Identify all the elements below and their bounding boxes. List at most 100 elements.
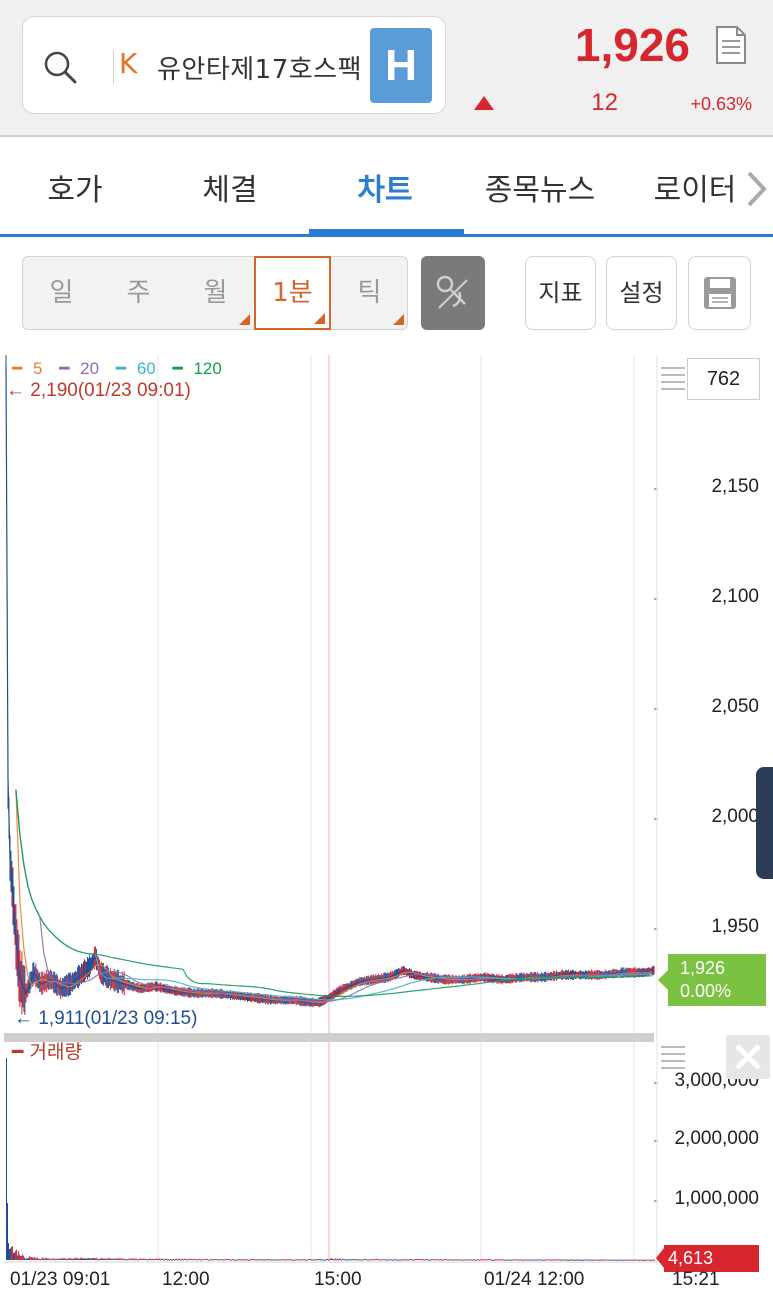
search-icon[interactable] xyxy=(43,50,77,84)
volume-bar xyxy=(443,1259,445,1261)
volume-bar xyxy=(126,1259,128,1261)
tab-orderbook[interactable]: 호가 xyxy=(47,173,103,208)
volume-bar xyxy=(151,1259,153,1261)
h-badge-button[interactable]: H xyxy=(370,28,432,103)
volume-bar xyxy=(33,1256,35,1260)
volume-bar xyxy=(174,1258,176,1260)
save-button[interactable] xyxy=(688,256,751,330)
chart-area[interactable]: ━ 5 ━ 20 ━ 60 ━ 120 ← 2,190(01/23 09:01)… xyxy=(0,355,773,1293)
volume-bar xyxy=(333,1259,335,1261)
volume-bar xyxy=(41,1257,43,1260)
volume-bar xyxy=(51,1258,53,1260)
volume-bar xyxy=(243,1259,245,1261)
volume-bar xyxy=(599,1259,601,1261)
volume-bar xyxy=(523,1259,525,1261)
volume-bar xyxy=(88,1258,90,1260)
period-month[interactable]: 월 xyxy=(177,257,254,329)
volume-bar xyxy=(302,1259,304,1261)
tab-trades[interactable]: 체결 xyxy=(202,173,258,208)
volume-bar xyxy=(120,1258,122,1260)
tab-stock-news[interactable]: 종목뉴스 xyxy=(484,173,596,208)
volume-bar xyxy=(153,1259,155,1261)
tab-chart[interactable]: 차트 xyxy=(357,173,413,208)
tab-scroll-right[interactable] xyxy=(740,159,773,219)
price-pane-menu-icon[interactable] xyxy=(661,367,685,390)
period-1min[interactable]: 1분 xyxy=(254,256,331,330)
volume-bar xyxy=(139,1258,141,1260)
volume-bar xyxy=(475,1259,477,1261)
volume-bar xyxy=(203,1259,205,1261)
stock-name[interactable]: 유안타제17호스팩 xyxy=(157,55,363,85)
period-month-label: 월 xyxy=(203,278,228,308)
volume-bar xyxy=(240,1259,242,1261)
volume-bar xyxy=(97,1259,99,1261)
volume-bar xyxy=(640,1259,642,1261)
min-price-marker: ← 1,911(01/23 09:15) xyxy=(14,1008,198,1029)
volume-bar xyxy=(125,1259,127,1261)
volume-bar xyxy=(107,1258,109,1260)
volume-bar xyxy=(337,1259,339,1261)
volume-bar xyxy=(493,1259,495,1261)
volume-bar xyxy=(321,1259,323,1261)
volume-bar xyxy=(30,1257,32,1260)
volume-bar xyxy=(530,1259,532,1261)
settings-button[interactable]: 설정 xyxy=(606,256,677,330)
drawing-tool-button[interactable] xyxy=(421,256,485,330)
volume-bar xyxy=(236,1259,238,1261)
volume-bar xyxy=(89,1258,91,1260)
volume-bar xyxy=(47,1258,49,1260)
volume-bar xyxy=(39,1258,41,1260)
volume-bar xyxy=(406,1259,408,1261)
volume-bar xyxy=(414,1259,416,1261)
volume-bar xyxy=(535,1259,537,1261)
volume-bar xyxy=(322,1259,324,1261)
volume-bar xyxy=(598,1259,600,1261)
indicator-button[interactable]: 지표 xyxy=(525,256,596,330)
document-icon[interactable] xyxy=(715,26,747,64)
period-week[interactable]: 주 xyxy=(100,257,177,329)
volume-bar xyxy=(351,1259,353,1261)
close-volume-pane-button[interactable] xyxy=(726,1035,770,1079)
side-panel-handle[interactable] xyxy=(756,767,773,879)
volume-bar xyxy=(91,1258,93,1260)
volume-bar xyxy=(539,1259,541,1261)
volume-bar xyxy=(249,1259,251,1261)
volume-bar xyxy=(527,1259,529,1261)
volume-bar xyxy=(59,1258,61,1260)
pane-divider[interactable] xyxy=(4,1033,654,1042)
price-volume-chart[interactable] xyxy=(0,355,773,1293)
volume-bar xyxy=(242,1259,244,1261)
volume-bar xyxy=(114,1258,116,1260)
volume-bar xyxy=(372,1259,374,1261)
volume-bar xyxy=(66,1259,68,1261)
volume-bar xyxy=(81,1258,83,1260)
tab-reuters[interactable]: 로이터 xyxy=(653,173,737,208)
stock-search-box[interactable]: K 유안타제17호스팩 H xyxy=(22,16,446,114)
volume-bar xyxy=(448,1259,450,1261)
volume-bar xyxy=(338,1258,340,1260)
period-day[interactable]: 일 xyxy=(23,257,100,329)
volume-bar xyxy=(113,1259,115,1261)
volume-bar xyxy=(389,1258,391,1260)
volume-bar xyxy=(462,1259,464,1261)
volume-bar xyxy=(405,1259,407,1261)
volume-bar xyxy=(357,1259,359,1261)
volume-bar xyxy=(191,1259,193,1261)
volume-pane-menu-icon[interactable] xyxy=(661,1046,685,1069)
volume-bar xyxy=(402,1259,404,1261)
period-tick[interactable]: 틱 xyxy=(331,257,408,329)
candle-count-input[interactable]: 762 xyxy=(687,358,760,400)
volume-bar xyxy=(612,1259,614,1261)
volume-bar xyxy=(585,1259,587,1261)
volume-bar xyxy=(238,1259,240,1261)
volume-bar xyxy=(214,1259,216,1261)
volume-bar xyxy=(492,1259,494,1261)
volume-bar xyxy=(6,1058,7,1260)
volume-bar xyxy=(415,1259,417,1261)
volume-bar xyxy=(182,1259,184,1261)
volume-bar xyxy=(267,1258,269,1260)
volume-bar xyxy=(147,1258,149,1260)
current-price-tag: 1,926 0.00% xyxy=(658,954,766,1006)
volume-bar xyxy=(410,1259,412,1261)
volume-bar xyxy=(467,1259,469,1261)
